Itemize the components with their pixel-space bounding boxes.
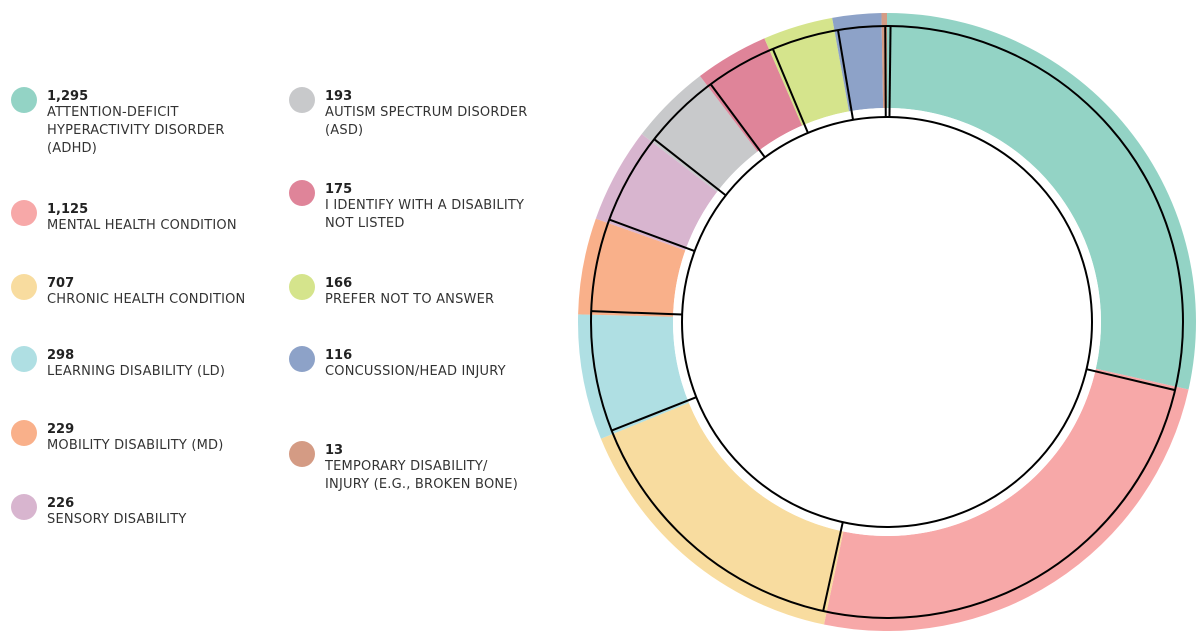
legend-item: 193 AUTISM SPECTRUM DISORDER (ASD) [289, 87, 535, 140]
segment-divider [888, 26, 892, 118]
legend-item: 175 I IDENTIFY WITH A DISABILITY NOT LIST… [289, 180, 535, 233]
legend-label: I IDENTIFY WITH A DISABILITY NOT LISTED [325, 198, 525, 231]
legend-swatch [289, 346, 315, 372]
legend-label: AUTISM SPECTRUM DISORDER (ASD) [325, 105, 528, 138]
segment-divider [771, 48, 809, 134]
legend-swatch [11, 494, 37, 520]
legend-item: 1,125 MENTAL HEALTH CONDITION [11, 200, 257, 235]
legend-item: 226 SENSORY DISABILITY [11, 494, 257, 529]
legend-value: 229 [47, 422, 75, 437]
legend-value: 298 [47, 348, 75, 363]
segment-divider [822, 521, 844, 612]
legend-label: TEMPORARY DISABILITY/ INJURY (E.G., BROK… [325, 459, 518, 492]
legend-value: 226 [47, 496, 75, 511]
ring-outline [590, 25, 1184, 619]
legend-item: 166 PREFER NOT TO ANSWER [289, 274, 535, 309]
legend-item: 229 MOBILITY DISABILITY (MD) [11, 420, 257, 455]
legend-swatch [289, 441, 315, 467]
legend-swatch [11, 346, 37, 372]
legend-swatch [11, 420, 37, 446]
legend-value: 1,125 [47, 202, 89, 217]
segment-divider [709, 83, 766, 158]
legend-value: 116 [325, 348, 353, 363]
legend-label: ATTENTION-DEFICIT HYPERACTIVITY DISORDER… [47, 105, 225, 156]
segment-divider [884, 25, 887, 118]
donut-segment [578, 218, 686, 317]
ring-inner-outline [681, 116, 1093, 528]
legend-item: 707 CHRONIC HEALTH CONDITION [11, 274, 257, 309]
legend-label: SENSORY DISABILITY [47, 512, 187, 527]
legend-value: 13 [325, 443, 344, 458]
segment-divider [653, 138, 727, 197]
legend-swatch [11, 87, 37, 113]
segment-divider [591, 310, 683, 316]
donut-segment [595, 134, 718, 251]
legend-swatch [289, 180, 315, 206]
legend-value: 166 [325, 276, 353, 291]
donut-segment [578, 314, 689, 439]
legend-swatch [289, 87, 315, 113]
legend-label: CONCUSSION/HEAD INJURY [325, 364, 506, 379]
donut-segment [600, 402, 844, 625]
legend-item: 116 CONCUSSION/HEAD INJURY [289, 346, 535, 381]
legend-label: LEARNING DISABILITY (LD) [47, 364, 226, 379]
segment-divider [1086, 368, 1176, 392]
legend-label: MENTAL HEALTH CONDITION [47, 218, 237, 233]
legend-value: 1,295 [47, 89, 89, 104]
legend-label: CHRONIC HEALTH CONDITION [47, 292, 246, 307]
legend-label: MOBILITY DISABILITY (MD) [47, 438, 224, 453]
legend-swatch [289, 274, 315, 300]
donut-segment [641, 76, 758, 192]
legend-value: 193 [325, 89, 353, 104]
legend-value: 175 [325, 182, 353, 197]
legend-value: 707 [47, 276, 75, 291]
donut-segment [823, 368, 1189, 631]
legend-item: 298 LEARNING DISABILITY (LD) [11, 346, 257, 381]
legend-swatch [11, 274, 37, 300]
donut-segment [699, 38, 803, 152]
segment-divider [608, 218, 696, 253]
legend-swatch [11, 200, 37, 226]
donut-segment [887, 13, 1196, 390]
donut-segment [832, 13, 884, 112]
legend-item: 13 TEMPORARY DISABILITY/ INJURY (E.G., BR… [289, 441, 535, 494]
segment-divider [836, 29, 855, 120]
legend-item: 1,295 ATTENTION-DEFICIT HYPERACTIVITY DIS… [11, 87, 257, 158]
segment-divider [611, 396, 697, 432]
legend-label: PREFER NOT TO ANSWER [325, 292, 495, 307]
